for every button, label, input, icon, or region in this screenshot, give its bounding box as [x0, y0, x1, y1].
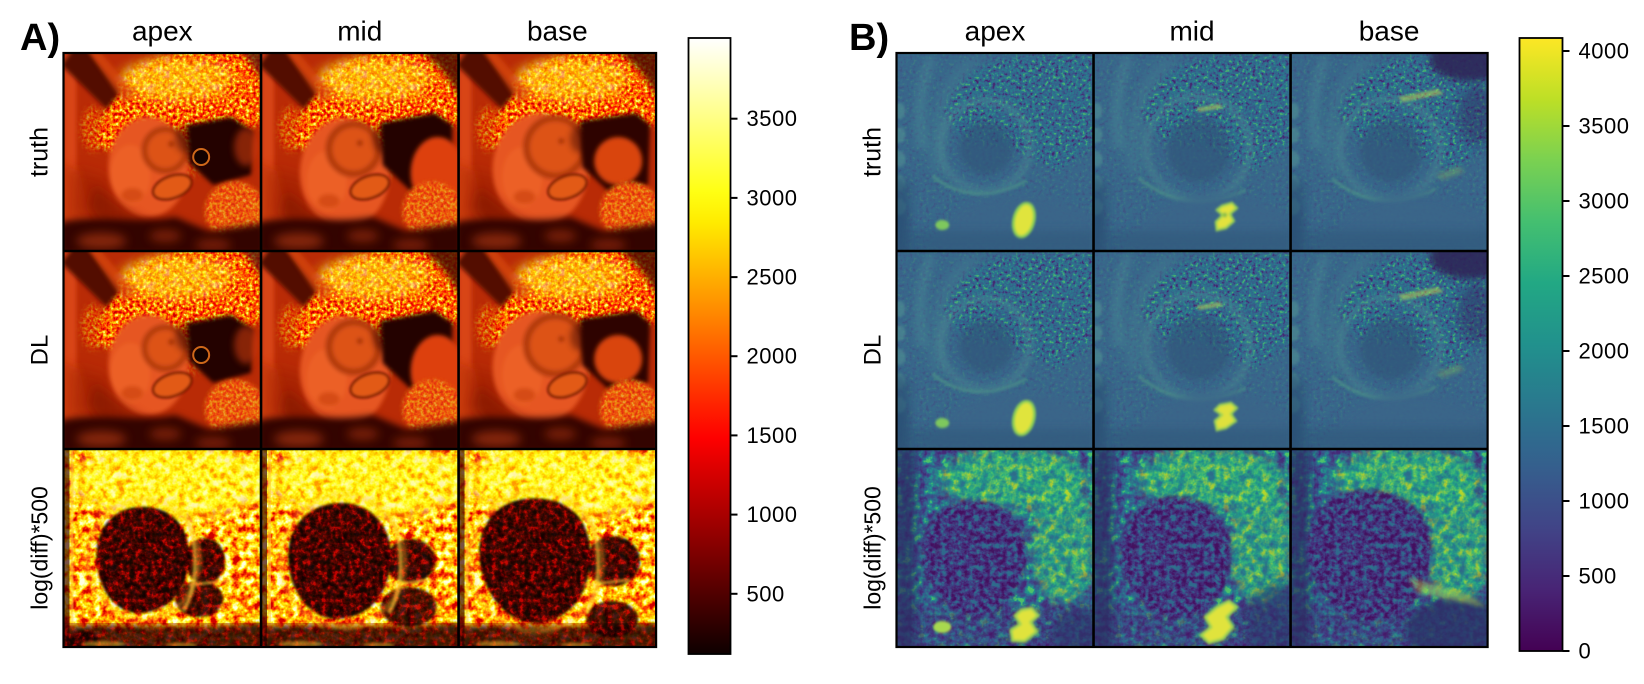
svg-text:A): A) [20, 17, 60, 59]
svg-text:3000: 3000 [1579, 189, 1630, 214]
svg-text:apex: apex [965, 16, 1026, 47]
svg-text:DL: DL [860, 335, 887, 366]
svg-text:log(diff)*500: log(diff)*500 [27, 486, 53, 610]
svg-text:500: 500 [1579, 564, 1617, 589]
svg-text:B): B) [849, 17, 889, 59]
svg-text:truth: truth [859, 127, 887, 177]
svg-text:1500: 1500 [1579, 414, 1630, 439]
svg-text:2000: 2000 [1579, 339, 1630, 364]
svg-text:1000: 1000 [747, 502, 798, 527]
svg-text:1500: 1500 [747, 423, 798, 448]
svg-text:500: 500 [747, 581, 785, 606]
svg-text:base: base [527, 16, 588, 47]
svg-text:apex: apex [132, 16, 193, 47]
svg-text:3500: 3500 [747, 106, 798, 131]
svg-text:2500: 2500 [747, 265, 798, 290]
svg-text:2500: 2500 [1579, 264, 1630, 289]
svg-text:mid: mid [1169, 16, 1214, 47]
svg-text:3000: 3000 [747, 185, 798, 210]
svg-text:base: base [1359, 16, 1420, 47]
svg-text:3500: 3500 [1579, 114, 1630, 139]
svg-text:truth: truth [26, 127, 54, 177]
svg-text:2000: 2000 [747, 344, 798, 369]
svg-text:4000: 4000 [1579, 39, 1630, 64]
svg-text:DL: DL [27, 335, 54, 366]
svg-text:1000: 1000 [1579, 489, 1630, 514]
svg-text:0: 0 [1579, 639, 1592, 664]
svg-text:log(diff)*500: log(diff)*500 [860, 486, 886, 610]
svg-text:mid: mid [337, 16, 382, 47]
